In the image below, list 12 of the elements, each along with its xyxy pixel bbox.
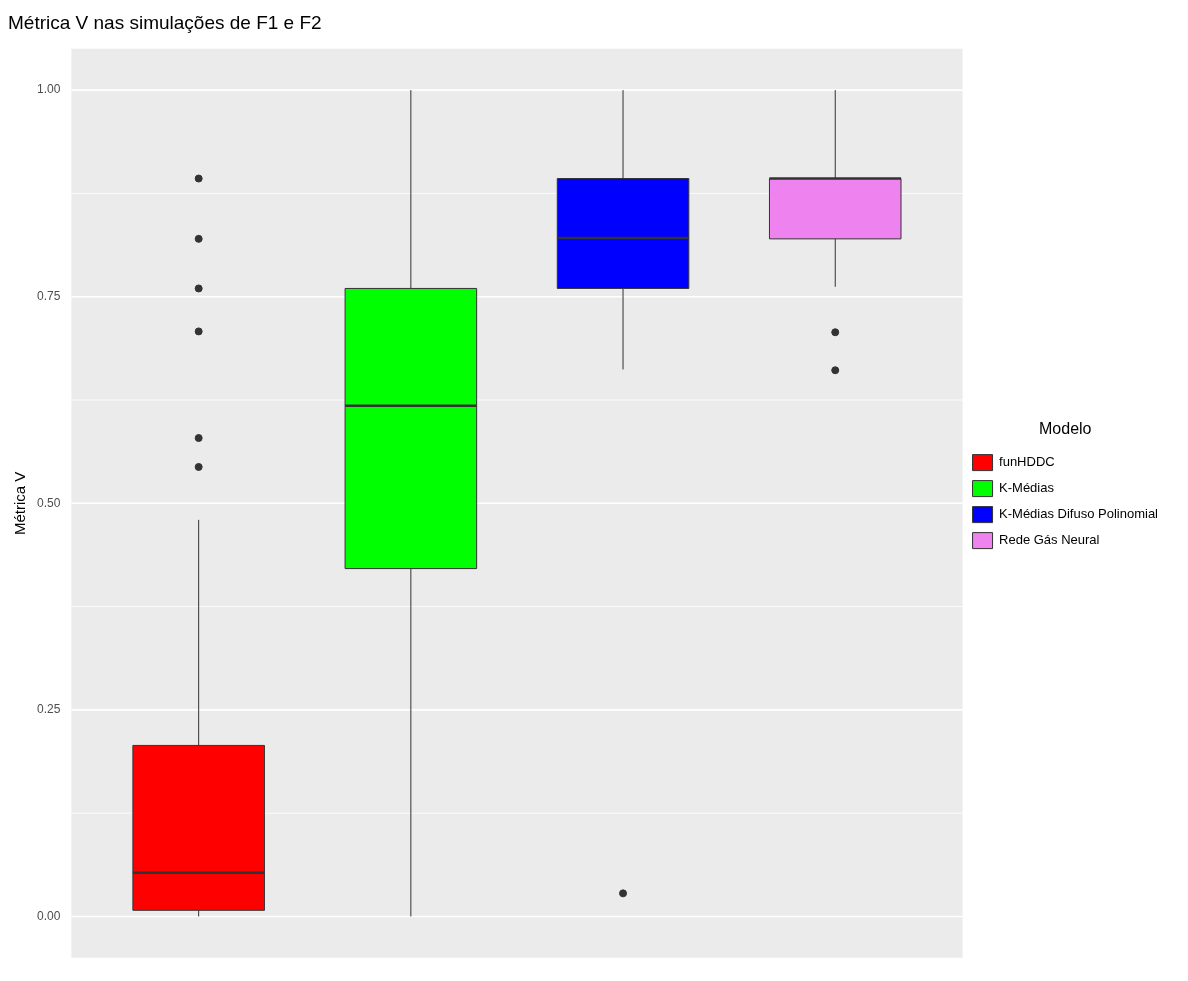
y-tick-label: 0.25 <box>37 702 61 717</box>
y-axis-title: Métrica V <box>11 471 29 535</box>
y-tick-label: 0.50 <box>37 495 61 510</box>
y-tick-label: 1.00 <box>37 82 61 97</box>
legend-label: Rede Gás Neural <box>999 532 1100 548</box>
legend-label: funHDDC <box>999 454 1055 470</box>
legend-title: Modelo <box>1039 419 1092 437</box>
legend-label: K-Médias <box>999 480 1055 496</box>
y-tick-label: 0.00 <box>37 908 61 923</box>
legend-label: K-Médias Difuso Polinomial <box>999 506 1159 522</box>
y-tick-label: 0.75 <box>37 289 61 304</box>
chart-title: Métrica V nas simulações de F1 e F2 <box>8 11 322 33</box>
